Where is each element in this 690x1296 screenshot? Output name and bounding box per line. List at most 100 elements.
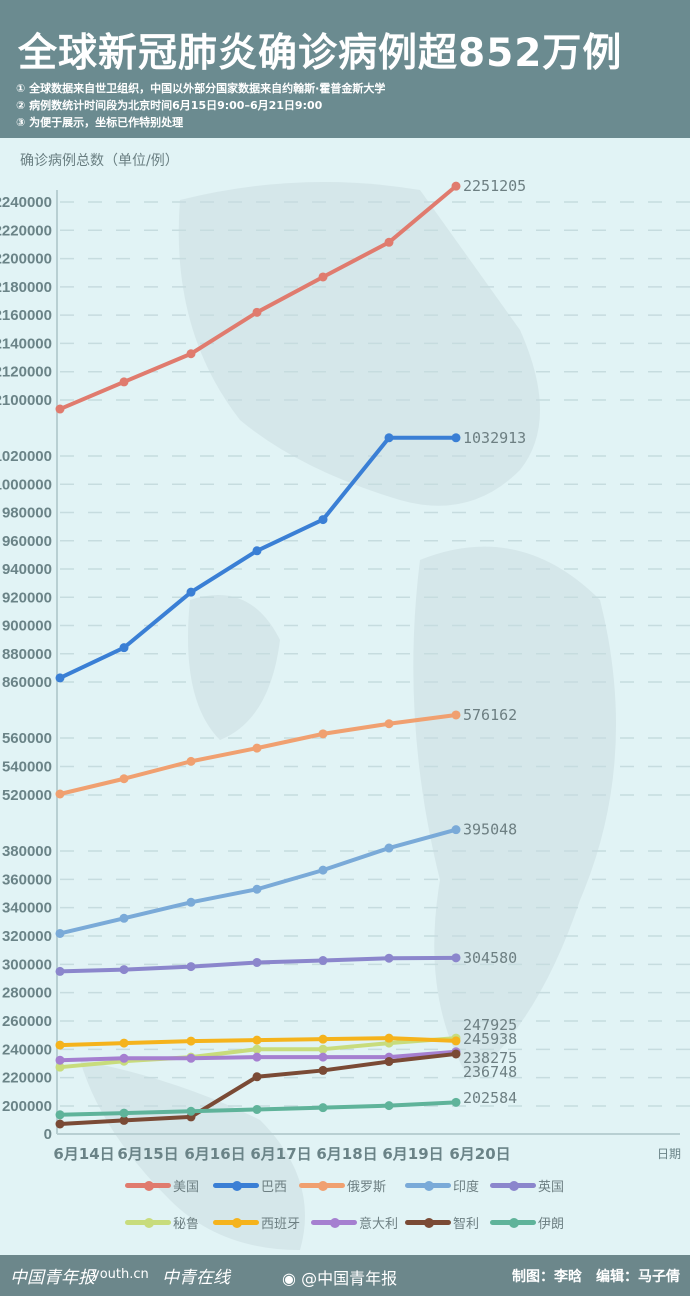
x-tick-label: 6月20日 — [449, 1145, 510, 1163]
y-tick-label: 2100000 — [0, 392, 52, 409]
legend-swatch-icon — [311, 1217, 357, 1228]
data-point — [55, 1062, 65, 1072]
legend-label: 英国 — [538, 1180, 565, 1195]
series-line-印度 — [59, 827, 457, 936]
legend-item: 巴西 — [213, 1176, 287, 1195]
data-point — [119, 1053, 129, 1063]
x-tick-label: 6月19日 — [382, 1145, 443, 1163]
data-point — [119, 643, 129, 653]
data-point — [252, 1072, 262, 1082]
data-point — [119, 1115, 129, 1125]
end-value-label: 247925 — [463, 1016, 517, 1034]
data-point — [186, 756, 196, 766]
y-tick-label: 200000 — [2, 1098, 52, 1115]
x-axis-title: 日期 — [657, 1147, 681, 1161]
legend-swatch-icon — [405, 1217, 451, 1228]
data-point — [252, 957, 262, 967]
data-point — [55, 1040, 65, 1050]
y-tick-label: 2120000 — [0, 364, 52, 381]
data-point — [384, 1057, 394, 1067]
data-point — [318, 1052, 328, 1062]
legend-label: 美国 — [173, 1180, 200, 1195]
x-tick-label: 6月18日 — [316, 1145, 377, 1163]
y-tick-label: 2200000 — [0, 251, 52, 268]
data-point — [55, 789, 65, 799]
legend-swatch-icon — [299, 1180, 345, 1191]
data-point — [451, 1036, 461, 1046]
notes: ① 全球数据来自世卫组织，中国以外部分国家数据来自约翰斯·霍普金斯大学 ② 病例… — [16, 80, 385, 131]
y-tick-label: 380000 — [2, 843, 52, 860]
map-shape — [413, 546, 616, 1080]
map-shape — [178, 182, 540, 506]
data-point — [384, 1033, 394, 1043]
data-point — [451, 181, 461, 191]
data-point — [318, 865, 328, 875]
legend-item: 美国 — [125, 1176, 199, 1195]
data-point — [252, 1052, 262, 1062]
legend-label: 智利 — [453, 1217, 480, 1232]
data-point — [119, 377, 129, 387]
data-point — [55, 673, 65, 683]
legend-swatch-icon — [213, 1217, 259, 1228]
logo-youth: youth.cn — [92, 1267, 149, 1282]
legend-item: 西班牙 — [213, 1213, 300, 1232]
data-point — [451, 825, 461, 835]
y-tick-label: 980000 — [2, 505, 52, 522]
data-point — [252, 743, 262, 753]
logo-cyd: 中国青年报 — [10, 1268, 95, 1288]
data-point — [451, 953, 461, 963]
data-point — [186, 1106, 196, 1116]
data-point — [186, 962, 196, 972]
y-tick-label: 960000 — [2, 533, 52, 550]
end-value-label: 236748 — [463, 1063, 517, 1081]
y-tick-label: 900000 — [2, 618, 52, 635]
note-2: ② 病例数统计时间段为北京时间6月15日9:00–6月21日9:00 — [16, 99, 323, 112]
x-tick-label: 6月16日 — [184, 1145, 245, 1163]
weibo-icon: ◉ — [282, 1269, 296, 1288]
legend-label: 俄罗斯 — [347, 1180, 387, 1195]
y-tick-label: 920000 — [2, 589, 52, 606]
data-point — [318, 1103, 328, 1113]
data-point — [384, 843, 394, 853]
end-value-label: 245938 — [463, 1030, 517, 1048]
legend-item: 伊朗 — [490, 1213, 564, 1232]
x-tick-label: 6月14日 — [53, 1145, 114, 1163]
credits: 制图：李晗 编辑：马子倩 — [512, 1269, 680, 1285]
y-tick-label: 880000 — [2, 646, 52, 663]
legend-label: 意大利 — [359, 1217, 399, 1232]
y-tick-label: 340000 — [2, 900, 52, 917]
y-tick-label: 280000 — [2, 985, 52, 1002]
end-value-label: 202584 — [463, 1089, 517, 1107]
data-point — [55, 1055, 65, 1065]
legend-item: 意大利 — [311, 1213, 398, 1232]
data-point — [186, 349, 196, 359]
legend-label: 印度 — [453, 1180, 480, 1195]
data-point — [119, 1108, 129, 1118]
data-point — [384, 1101, 394, 1111]
data-point — [451, 1097, 461, 1107]
data-point — [384, 953, 394, 963]
data-point — [252, 307, 262, 317]
legend-item: 俄罗斯 — [299, 1176, 386, 1195]
legend-swatch-icon — [125, 1217, 171, 1228]
y-tick-label: 240000 — [2, 1041, 52, 1058]
y-tick-label: 1020000 — [0, 448, 52, 465]
data-point — [318, 1065, 328, 1075]
legend-label: 秘鲁 — [173, 1217, 200, 1232]
y-tick-label: 260000 — [2, 1013, 52, 1030]
data-point — [318, 956, 328, 966]
data-point — [451, 710, 461, 720]
data-point — [318, 515, 328, 525]
y-tick-label: 540000 — [2, 759, 52, 776]
end-value-label: 238275 — [463, 1049, 517, 1067]
data-point — [252, 1044, 262, 1054]
note-1: ① 全球数据来自世卫组织，中国以外部分国家数据来自约翰斯·霍普金斯大学 — [16, 82, 386, 95]
data-point — [119, 965, 129, 975]
legend-swatch-icon — [405, 1180, 451, 1191]
legend-item: 秘鲁 — [125, 1213, 199, 1232]
legend-item: 英国 — [490, 1176, 564, 1195]
legend-item: 智利 — [405, 1213, 479, 1232]
y-tick-label: 360000 — [2, 871, 52, 888]
legend-swatch-icon — [490, 1180, 536, 1191]
end-value-label: 2251205 — [463, 177, 526, 195]
